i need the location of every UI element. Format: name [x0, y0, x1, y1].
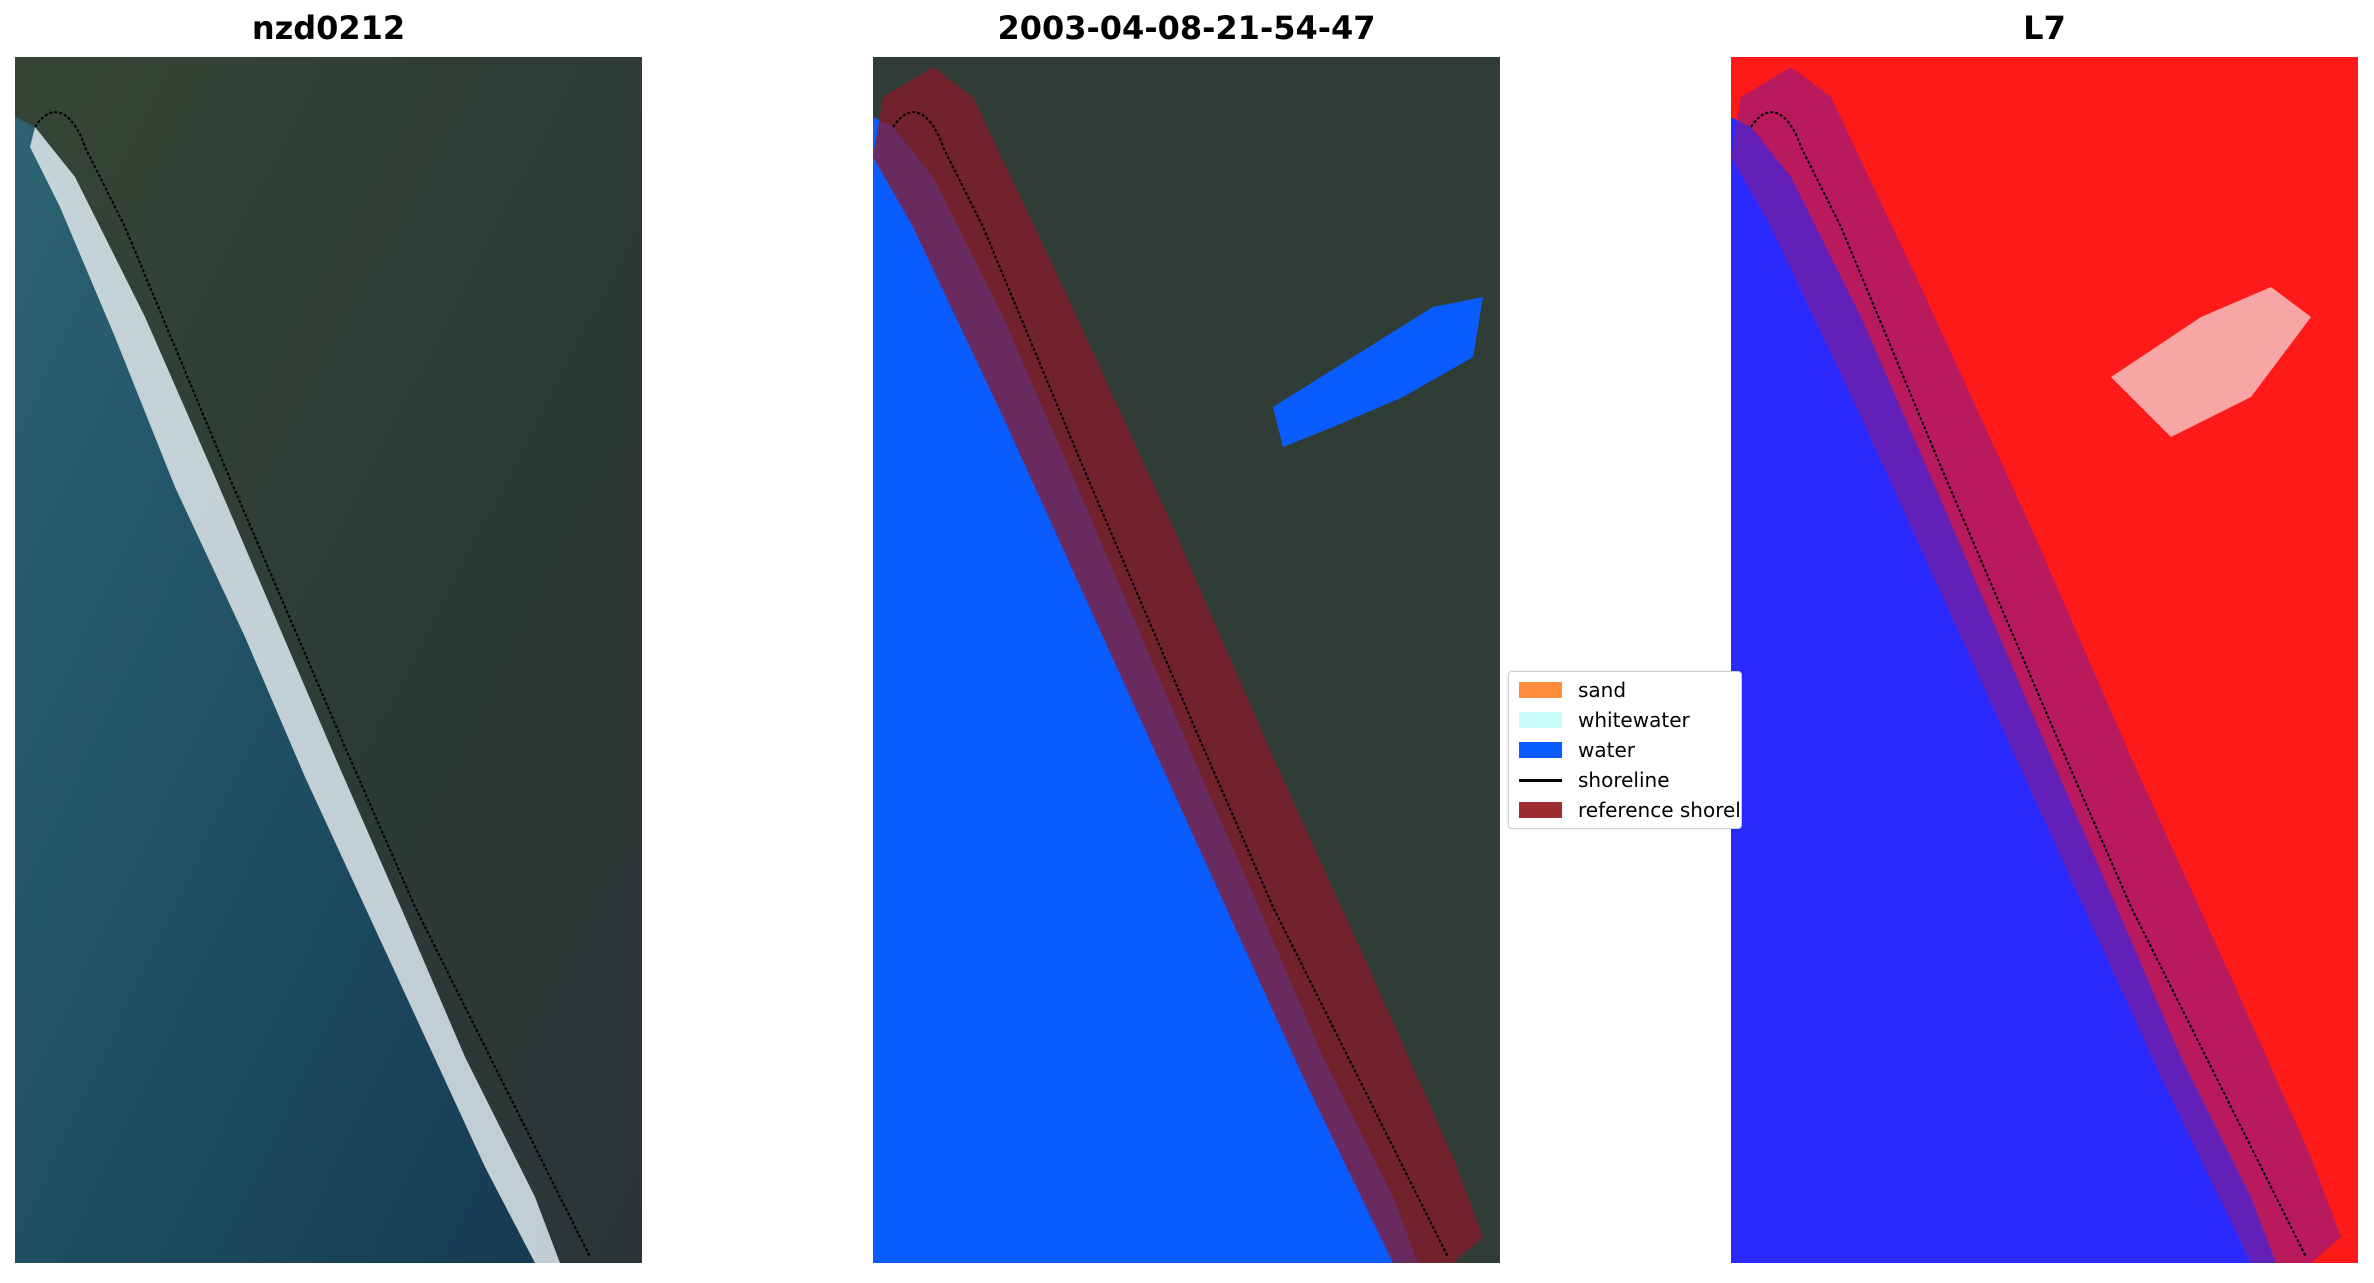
surf-zone [30, 127, 560, 1263]
legend-entry-sand: sand [1519, 676, 1626, 704]
legend-swatch-water [1519, 742, 1562, 758]
legend-label-water: water [1578, 738, 1635, 762]
buffer-area [873, 67, 1483, 1263]
legend-label-sand: sand [1578, 678, 1627, 702]
legend-entry-whitewater: whitewater [1519, 706, 1690, 734]
buffer-area [1731, 67, 2341, 1263]
panel-title-classification: 2003-04-08-21-54-47 [997, 9, 1376, 47]
legend: sand whitewater water shoreline referenc… [1508, 671, 1742, 829]
legend-entry-shoreline: shoreline [1519, 766, 1670, 794]
panel-title-rgb: nzd0212 [251, 9, 406, 47]
legend-entry-water: water [1519, 736, 1635, 764]
legend-swatch-sand [1519, 682, 1562, 698]
legend-entry-reference-shoreline: reference shoreline buffer [1519, 796, 1741, 824]
legend-label-shoreline: shoreline [1578, 768, 1670, 792]
rgb-image-panel [15, 57, 642, 1263]
inland-water-patch [1273, 297, 1483, 447]
index-panel [1731, 57, 2358, 1263]
highlight-area [2111, 287, 2311, 437]
shoreline-path [1750, 111, 2307, 1258]
legend-label-whitewater: whitewater [1578, 708, 1690, 732]
legend-swatch-reference-shoreline [1519, 802, 1562, 818]
legend-label-reference-shoreline: reference shoreline buffer [1578, 798, 1741, 822]
legend-swatch-whitewater [1519, 712, 1562, 728]
panel-title-index: L7 [2023, 9, 2066, 47]
shoreline-path [892, 111, 1449, 1258]
shoreline-path [34, 111, 591, 1258]
classification-panel [873, 57, 1500, 1263]
legend-line-shoreline [1519, 778, 1562, 782]
